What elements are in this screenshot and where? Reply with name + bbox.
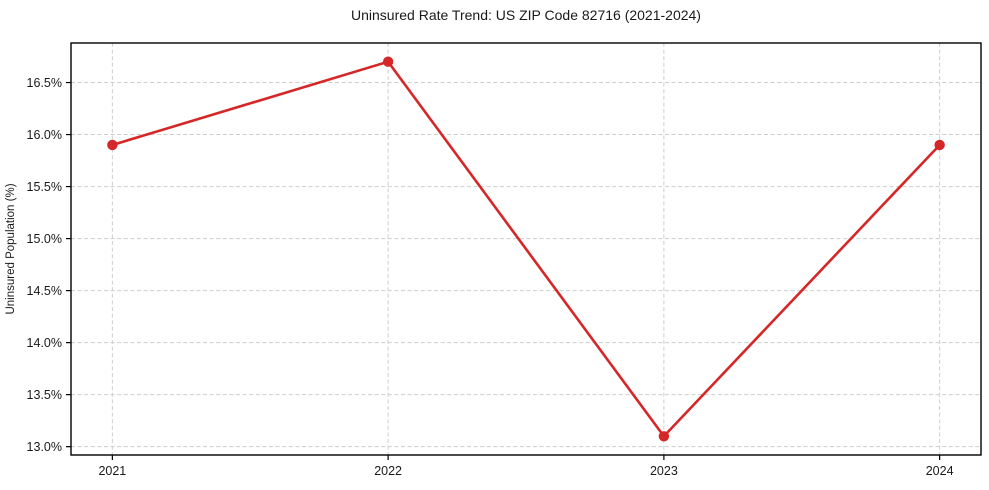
x-tick-label: 2024 — [926, 464, 954, 478]
y-tick-label: 16.5% — [27, 76, 62, 90]
y-tick-label: 15.0% — [27, 232, 62, 246]
x-tick-label: 2021 — [98, 464, 126, 478]
plot-area: 2021 2022 2023 2024 13.0% 13.5% 14.0% 14.5% 15.0… — [27, 42, 982, 478]
x-tick-label: 2023 — [650, 464, 678, 478]
y-tick-label: 13.5% — [27, 388, 62, 402]
data-point-marker — [382, 56, 394, 67]
y-tick-label: 14.5% — [27, 284, 62, 298]
trend-line — [111, 60, 941, 438]
chart-title: Uninsured Rate Trend: US ZIP Code 82716 … — [351, 7, 701, 23]
x-tick-label: 2022 — [374, 464, 402, 478]
y-tick-label: 13.0% — [27, 440, 62, 454]
data-point-marker — [658, 431, 670, 442]
plot-border — [70, 42, 982, 456]
y-tick-label: 16.0% — [27, 128, 62, 142]
y-tick-label: 14.0% — [27, 336, 62, 350]
y-axis-label: Uninsured Population (%) — [5, 183, 17, 314]
data-point-marker — [934, 139, 945, 151]
data-point-marker — [107, 139, 118, 151]
y-tick-label: 15.5% — [27, 180, 62, 194]
